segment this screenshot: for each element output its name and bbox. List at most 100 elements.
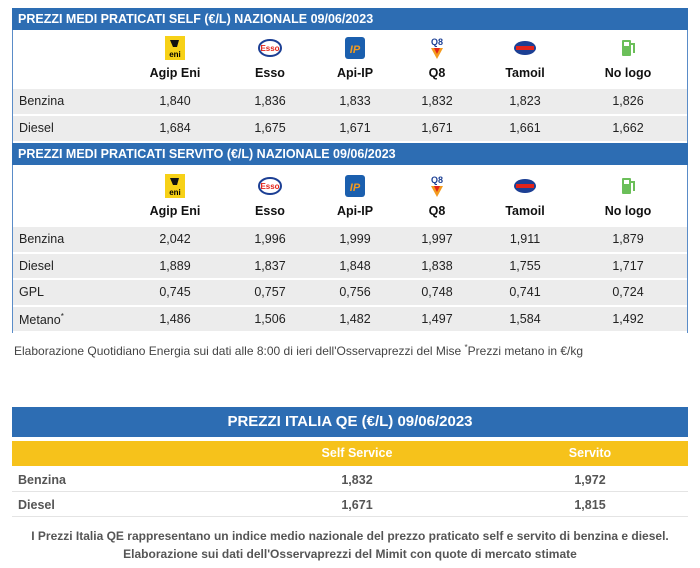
note-text: Elaborazione Quotidiano Energia sui dati…	[14, 344, 465, 358]
brand-name: Q8	[428, 204, 446, 218]
row-bg	[13, 116, 687, 141]
qe-price: 1,671	[341, 498, 373, 512]
row-label-text: Benzina	[19, 232, 65, 246]
price: 1,836	[254, 94, 286, 108]
price: 1,661	[509, 121, 541, 135]
svg-text:Esso: Esso	[260, 44, 279, 53]
qe-row-label: Diesel	[18, 498, 55, 512]
price: 1,671	[339, 121, 371, 135]
price: 1,506	[254, 311, 286, 326]
brand-logo: eni	[163, 36, 187, 60]
row-bg	[13, 280, 687, 305]
price: 1,826	[612, 94, 644, 108]
price: 1,823	[509, 94, 541, 108]
servito-header: PREZZI MEDI PRATICATI SERVITO (€/L) NAZI…	[12, 143, 688, 165]
price: 0,756	[339, 285, 371, 299]
brand-logo: IP	[343, 174, 367, 198]
brand-logo	[513, 174, 537, 198]
price: 0,748	[421, 285, 453, 299]
price: 1,662	[612, 121, 644, 135]
price: 0,724	[612, 285, 644, 299]
brand-logo: IP	[343, 36, 367, 60]
price: 1,889	[159, 258, 191, 273]
qe-footnotes: I Prezzi Italia QE rappresentano un indi…	[12, 527, 688, 563]
price: 1,671	[421, 121, 453, 135]
row-label: Benzina	[19, 94, 64, 108]
price: 1,999	[339, 232, 371, 246]
qe-price: 1,972	[574, 473, 606, 487]
row-sep	[12, 491, 688, 492]
price: 1,837	[254, 258, 286, 273]
svg-text:Q8: Q8	[431, 175, 443, 185]
row-label: Diesel	[19, 259, 54, 273]
brand-name: Agip Eni	[149, 66, 201, 80]
price: 1,848	[339, 258, 371, 273]
row-bg	[13, 306, 687, 331]
svg-text:Q8: Q8	[431, 37, 443, 47]
note-marker: *	[464, 343, 468, 352]
row-label: GPL	[19, 285, 44, 299]
logo-icon	[622, 178, 635, 194]
svg-text:eni: eni	[169, 50, 181, 59]
price: 1,833	[339, 94, 371, 108]
row-label-text: Diesel	[19, 121, 54, 135]
brand-logo: eni	[163, 174, 187, 198]
price: 1,584	[509, 311, 541, 326]
logo-icon: Esso	[258, 177, 282, 195]
price: 1,675	[254, 121, 286, 135]
logo-icon	[514, 41, 536, 55]
row-label-text: GPL	[19, 285, 45, 299]
svg-text:IP: IP	[350, 182, 361, 194]
svg-text:Esso: Esso	[260, 182, 279, 191]
price: 1,482	[339, 311, 371, 326]
qe-price: 1,832	[341, 473, 373, 487]
price: 0,741	[509, 285, 541, 299]
qe-column: Servito	[568, 446, 612, 460]
price: 2,042	[159, 232, 191, 246]
brand-name: Api-IP	[336, 204, 374, 218]
price: 1,755	[509, 258, 541, 273]
brand-logo	[616, 36, 640, 60]
brand-name: Tamoil	[505, 204, 545, 218]
brand-name: Q8	[428, 66, 446, 80]
svg-text:eni: eni	[169, 188, 181, 197]
row-label-text: Diesel	[19, 258, 54, 273]
brand-name: No logo	[604, 66, 652, 80]
price: 0,745	[159, 285, 191, 299]
svg-text:IP: IP	[350, 44, 361, 56]
row-bg	[13, 89, 687, 114]
logo-icon: IP	[345, 175, 365, 197]
row-label: Metano*	[19, 312, 64, 327]
brand-logo: Esso	[258, 36, 282, 60]
logo-icon: IP	[345, 37, 365, 59]
brand-name: Esso	[255, 66, 285, 80]
footnote: Elaborazione sui dati dell'Osservaprezzi…	[123, 547, 577, 561]
note: Elaborazione Quotidiano Energia sui dati…	[14, 343, 583, 358]
brand-name: Tamoil	[505, 66, 545, 80]
self-header: PREZZI MEDI PRATICATI SELF (€/L) NAZIONA…	[12, 8, 688, 30]
price: 1,838	[421, 258, 453, 273]
row-bg	[13, 227, 687, 252]
brand-logo: Q8	[425, 36, 449, 60]
logo-icon: eni	[165, 36, 185, 60]
brand-logo: Q8	[425, 174, 449, 198]
logo-icon: Q8	[431, 175, 443, 197]
note-tail: Prezzi metano in €/kg	[467, 344, 584, 358]
row-label-text: Benzina	[19, 94, 65, 108]
row-label: Benzina	[19, 232, 64, 246]
row-sep	[12, 516, 688, 517]
price: 1,832	[421, 94, 453, 108]
brand-name: No logo	[604, 204, 652, 218]
footnote: I Prezzi Italia QE rappresentano un indi…	[31, 529, 669, 543]
price: 1,911	[509, 232, 541, 246]
logo-icon	[514, 179, 536, 193]
price: 1,684	[159, 121, 191, 135]
qe-column: Self Service	[321, 446, 393, 460]
qe-header: PREZZI ITALIA QE (€/L) 09/06/2023	[12, 407, 688, 437]
price: 1,996	[254, 232, 286, 246]
brand-name: Esso	[255, 204, 285, 218]
row-label: Diesel	[19, 121, 54, 135]
price: 0,757	[254, 285, 286, 299]
brand-logo	[513, 36, 537, 60]
